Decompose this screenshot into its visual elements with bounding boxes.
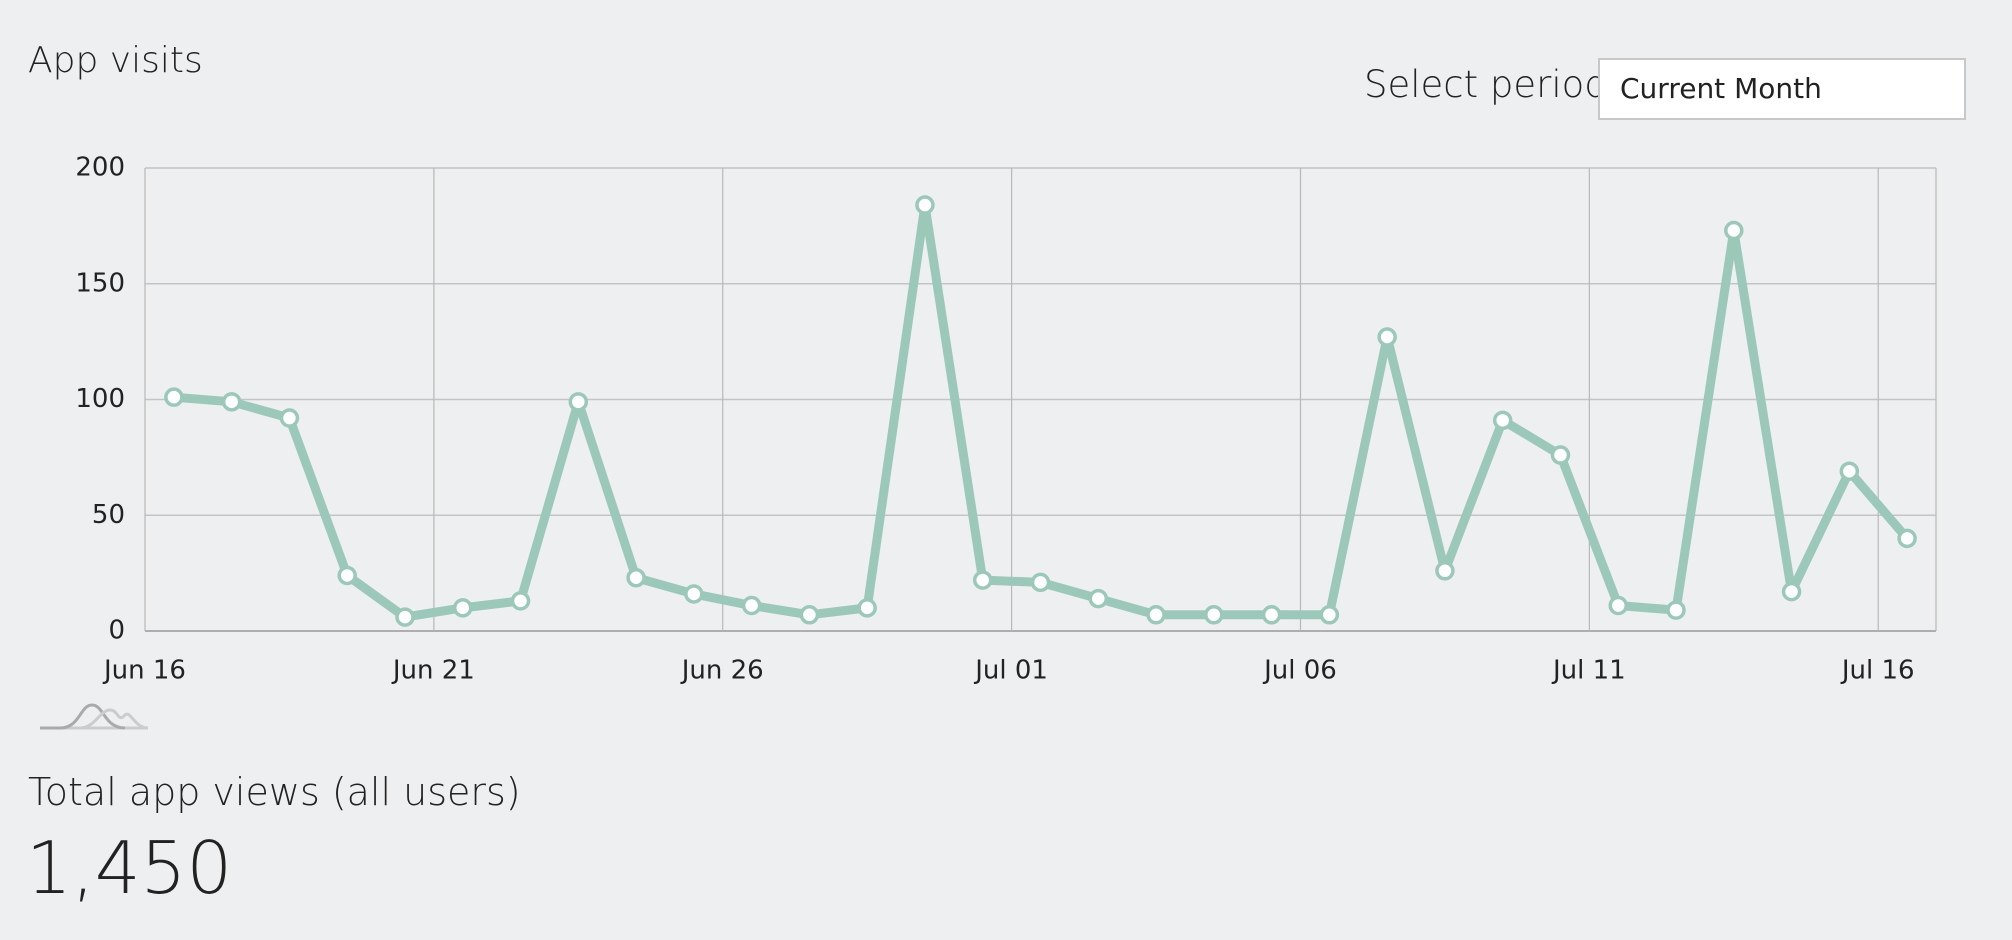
data-point [626, 568, 646, 588]
data-point [915, 195, 935, 215]
data-point [1435, 561, 1455, 581]
summary-value: 1,450 [26, 826, 233, 910]
data-point [510, 591, 531, 611]
data-point [395, 607, 415, 627]
x-tick-label: Jul 01 [973, 656, 1048, 686]
x-tick-label: Jun 26 [680, 656, 764, 686]
data-point [1377, 327, 1397, 347]
x-tick-label: Jun 16 [102, 656, 186, 686]
y-tick-label: 200 [75, 153, 125, 183]
data-point [1030, 572, 1051, 593]
data-point [1666, 600, 1686, 620]
data-point [1781, 581, 1802, 602]
data-point [337, 565, 357, 586]
data-point [1550, 445, 1571, 465]
data-point [1608, 595, 1628, 616]
x-tick-label: Jul 06 [1262, 656, 1337, 686]
data-point [1261, 605, 1282, 625]
x-tick-label: Jul 11 [1551, 656, 1626, 686]
data-point [857, 598, 877, 618]
period-select[interactable]: Current Month [1598, 58, 1966, 120]
x-tick-label: Jun 21 [391, 656, 475, 686]
y-tick-label: 0 [108, 616, 125, 646]
data-point [1204, 605, 1224, 625]
data-point [453, 598, 473, 618]
data-point [568, 392, 589, 412]
data-point [1839, 461, 1860, 482]
summary-label: Total app views (all users) [28, 770, 521, 814]
data-point [799, 605, 820, 625]
data-point [1724, 220, 1744, 241]
data-point [1897, 528, 1917, 549]
page-title: App visits [28, 40, 203, 81]
x-tick-label: Jul 16 [1840, 656, 1915, 686]
range-icon [40, 703, 149, 730]
data-point [164, 387, 184, 407]
y-tick-label: 50 [92, 500, 125, 530]
select-label: Select period: [1364, 63, 1621, 106]
data-point [1146, 605, 1166, 625]
data-point [1492, 410, 1513, 431]
chart: 0 50 100 150 200 Jun 16 Jun 21 Jun 26 Jul 01 Jul … [40, 153, 1937, 730]
data-point [1319, 605, 1340, 625]
data-point [741, 595, 762, 616]
y-tick-label: 100 [75, 384, 125, 414]
data-point [279, 408, 300, 428]
data-point [972, 570, 993, 590]
data-point [1088, 588, 1109, 609]
y-tick-label: 150 [75, 268, 125, 298]
data-point [221, 392, 242, 412]
data-point [684, 584, 704, 604]
